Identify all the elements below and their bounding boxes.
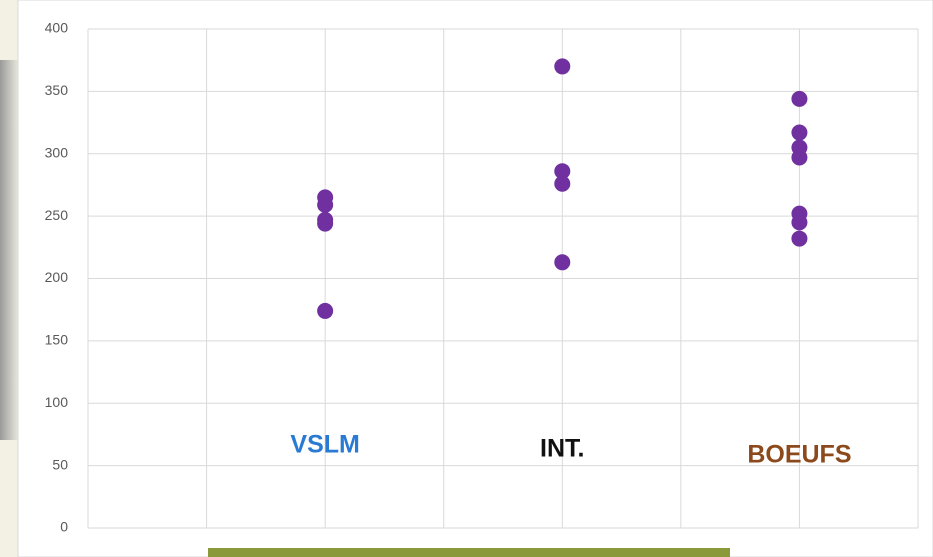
y-tick-label: 0	[60, 519, 68, 535]
annotation: BOEUFS	[747, 441, 851, 469]
point	[317, 196, 334, 213]
annotation: VSLM	[290, 431, 359, 459]
point	[791, 230, 808, 247]
y-tick-label: 200	[45, 269, 69, 285]
point	[791, 214, 808, 231]
point	[554, 163, 571, 180]
point	[554, 58, 571, 75]
point	[317, 302, 334, 319]
y-tick-label: 150	[45, 332, 69, 348]
y-tick-label: 400	[45, 20, 69, 36]
point	[791, 124, 808, 141]
point	[554, 175, 571, 192]
y-tick-label: 50	[52, 456, 68, 472]
y-tick-label: 300	[45, 144, 69, 160]
bottom-bar	[208, 548, 730, 557]
annotation: INT.	[540, 435, 584, 463]
point	[317, 215, 334, 232]
point	[791, 149, 808, 166]
side-decoration	[0, 60, 18, 440]
y-tick-label: 350	[45, 82, 69, 98]
y-tick-label: 100	[45, 394, 69, 410]
point	[791, 90, 808, 107]
point	[554, 254, 571, 271]
y-tick-label: 250	[45, 207, 69, 223]
